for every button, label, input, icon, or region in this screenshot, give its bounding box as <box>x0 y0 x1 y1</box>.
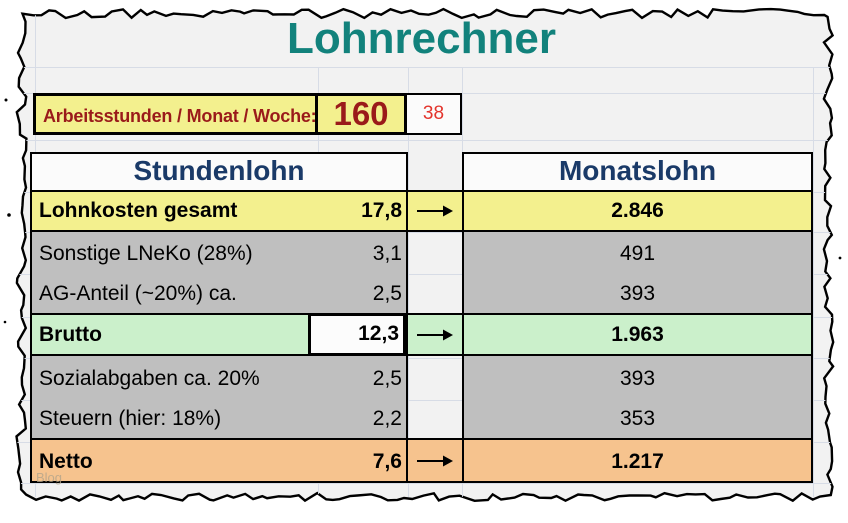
arrow-cell <box>408 438 462 483</box>
table-row: 2.846 <box>464 192 811 232</box>
page-title: Lohnrechner <box>287 14 556 63</box>
row-label: Sonstige LNeKo (28%) <box>39 242 253 265</box>
weekly-hours-cell: 38 <box>405 93 462 135</box>
row-value-monthly: 2.846 <box>611 199 664 222</box>
row-value-monthly: 491 <box>619 242 656 265</box>
table-row: AG-Anteil (~20%) ca. 2,5 <box>32 273 406 315</box>
monthly-table-header: Monatslohn <box>464 154 811 192</box>
hours-label-cell: Arbeitsstunden / Monat / Woche: <box>33 93 318 135</box>
watermark-text: Blog <box>36 470 63 485</box>
row-value-hourly: 2,5 <box>372 282 402 305</box>
row-label: Steuern (hier: 18%) <box>39 407 222 430</box>
right-arrow-icon <box>417 329 453 340</box>
ink-specks <box>3 98 842 324</box>
right-arrow-icon <box>417 205 453 217</box>
table-row: 393 <box>464 356 811 398</box>
table-row: Brutto 12,3 <box>32 313 406 356</box>
row-value-monthly: 1.217 <box>611 450 664 473</box>
table-row: Steuern (hier: 18%) 2,2 <box>32 398 406 440</box>
row-value-monthly: 353 <box>619 407 656 430</box>
arrow-cell <box>408 313 462 356</box>
row-label: Netto <box>39 450 93 473</box>
row-value-hourly: 17,8 <box>361 199 402 222</box>
row-label: Brutto <box>39 323 102 346</box>
hourly-wage-table: Stundenlohn Lohnkosten gesamt 17,8 Sonst… <box>30 152 408 483</box>
row-value-monthly: 393 <box>619 367 656 390</box>
row-value-monthly: 393 <box>619 282 656 305</box>
row-value-hourly: 2,2 <box>372 407 402 430</box>
table-row: Sonstige LNeKo (28%) 3,1 <box>32 232 406 273</box>
right-arrow-icon <box>417 455 453 466</box>
table-row: 393 <box>464 273 811 315</box>
brutto-hourly-input-cell[interactable]: 12,3 <box>308 313 406 356</box>
row-value-hourly: 3,1 <box>372 242 402 265</box>
row-value-hourly: 7,6 <box>372 450 402 473</box>
row-label: Sozialabgaben ca. 20% <box>39 367 260 390</box>
row-value-hourly: 2,5 <box>372 367 402 390</box>
table-row: 491 <box>464 232 811 273</box>
table-row: Lohnkosten gesamt 17,8 <box>32 192 406 232</box>
row-label: Lohnkosten gesamt <box>39 199 238 222</box>
table-row: 1.217 <box>464 440 811 481</box>
calculator-tables: Stundenlohn Lohnkosten gesamt 17,8 Sonst… <box>30 152 813 483</box>
table-row: Netto 7,6 <box>32 440 406 481</box>
hourly-table-header: Stundenlohn <box>32 154 406 192</box>
row-value-monthly: 1.963 <box>611 323 664 346</box>
row-label: AG-Anteil (~20%) ca. <box>39 282 237 305</box>
table-row: 1.963 <box>464 315 811 356</box>
arrow-cell <box>408 190 462 232</box>
table-row: Sozialabgaben ca. 20% 2,5 <box>32 356 406 398</box>
monthly-wage-table: Monatslohn 2.846 491 393 1.963 393 353 1… <box>462 152 813 483</box>
arrow-column <box>408 152 462 483</box>
table-row: 353 <box>464 398 811 440</box>
monthly-hours-input-cell[interactable]: 160 <box>315 93 407 135</box>
